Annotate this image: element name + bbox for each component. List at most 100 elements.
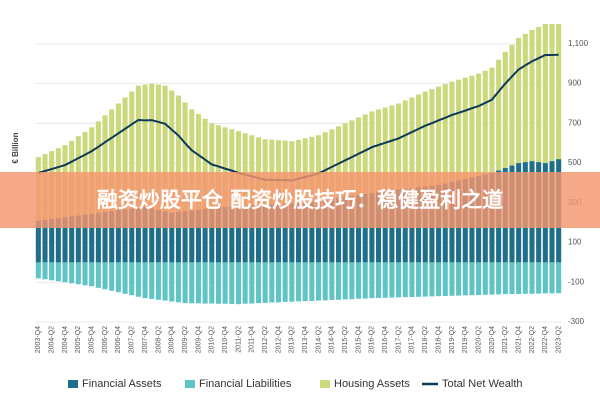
legend-text: Total Net Wealth (442, 378, 523, 390)
bar (482, 70, 488, 175)
bar (362, 114, 368, 194)
bar (522, 262, 528, 294)
bar (502, 262, 508, 295)
bar (135, 207, 141, 263)
legend-swatch (68, 380, 78, 388)
x-tick-label: 2007-Q4 (142, 326, 149, 353)
bar (416, 94, 422, 188)
bar (442, 262, 448, 296)
bar (315, 200, 322, 263)
bar (155, 209, 161, 263)
x-tick-label: 2014-Q4 (329, 326, 336, 353)
x-tick-label: 2021-Q2 (502, 326, 509, 353)
bar (149, 83, 155, 209)
bar (382, 262, 388, 298)
x-tick-label: 2016-Q4 (382, 326, 389, 353)
bar (89, 127, 95, 214)
bar (235, 131, 241, 207)
bar (189, 109, 195, 211)
bar (376, 262, 382, 298)
x-tick-label: 2016-Q2 (369, 326, 376, 353)
x-tick-label: 2010-Q2 (209, 326, 216, 353)
x-tick-label: 2018-Q2 (422, 326, 429, 353)
x-tick-label: 2017-Q2 (395, 326, 402, 353)
bar (396, 103, 402, 190)
bar (449, 81, 455, 182)
bar (402, 262, 408, 298)
bar (536, 262, 542, 294)
bar (322, 199, 328, 263)
bar (175, 262, 181, 303)
y-tick-label: 100 (568, 238, 582, 247)
bar (416, 262, 422, 297)
bar (235, 262, 241, 305)
bar (369, 111, 375, 193)
x-tick-label: 2014-Q2 (315, 326, 322, 353)
bar (335, 126, 342, 198)
bar (162, 85, 168, 212)
bar (249, 135, 255, 206)
bar (522, 33, 528, 163)
bar (282, 203, 288, 263)
bar (349, 262, 355, 300)
bar (462, 77, 468, 179)
x-tick-label: 2015-Q2 (342, 326, 349, 353)
x-tick-label: 2007-Q2 (129, 326, 136, 353)
bar (82, 262, 88, 286)
bar (49, 262, 55, 281)
bar (376, 109, 382, 192)
x-tick-label: 2023-Q2 (556, 326, 563, 353)
x-tick-label: 2009-Q4 (195, 326, 202, 353)
bar (509, 44, 515, 166)
bar (482, 262, 488, 295)
bar (436, 86, 442, 185)
bar (55, 262, 61, 282)
bar (262, 204, 268, 263)
x-tick-label: 2006-Q4 (115, 326, 122, 353)
bar (122, 262, 128, 294)
bar (329, 262, 335, 300)
x-tick-label: 2012-Q4 (275, 326, 282, 353)
bar (335, 262, 342, 300)
bar (62, 262, 68, 283)
bar (102, 262, 108, 290)
bar (75, 262, 81, 285)
bar (442, 84, 448, 184)
bar (356, 262, 362, 299)
bar (89, 262, 95, 287)
x-tick-label: 2022-Q2 (529, 326, 536, 353)
bar (302, 262, 308, 302)
x-tick-label: 2008-Q4 (169, 326, 176, 353)
bar (536, 26, 542, 163)
bar (95, 121, 101, 213)
bar (462, 262, 468, 296)
bar (389, 105, 395, 191)
bar (349, 195, 355, 263)
bar (549, 24, 555, 162)
bar (42, 262, 48, 280)
bar (102, 115, 108, 212)
bar (149, 262, 155, 299)
bar (322, 262, 328, 301)
banner-text: 融资炒股平仓 配资炒股技巧：稳健盈利之道 (97, 188, 503, 212)
bar (335, 197, 342, 263)
bar (309, 136, 315, 202)
bar (329, 129, 335, 199)
bar (169, 212, 175, 263)
bar (449, 262, 455, 296)
bar (215, 207, 221, 263)
y-tick-label: 700 (568, 118, 582, 127)
bar (69, 262, 75, 284)
bar (142, 84, 148, 207)
bar (436, 262, 442, 297)
x-tick-label: 2021-Q4 (515, 326, 522, 353)
legend-text: Housing Assets (334, 378, 410, 390)
x-tick-label: 2013-Q2 (289, 326, 296, 353)
bar (429, 262, 435, 297)
bar (269, 262, 275, 303)
x-tick-label: 2013-Q4 (302, 326, 309, 353)
bar (502, 51, 508, 169)
bar (356, 117, 362, 195)
bar (542, 262, 548, 294)
bar (195, 113, 201, 210)
